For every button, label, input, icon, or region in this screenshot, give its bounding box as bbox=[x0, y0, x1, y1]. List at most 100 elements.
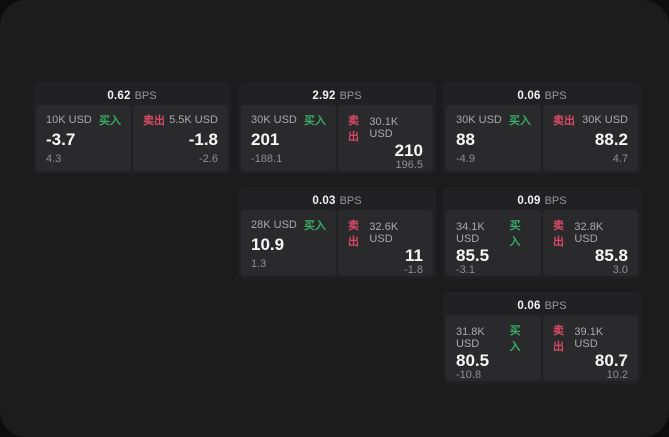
sell-side-label: 卖出 bbox=[143, 115, 165, 127]
buy-delta: -188.1 bbox=[251, 153, 283, 165]
card-header: 2.92 BPS bbox=[241, 85, 433, 105]
buy-panel-top: 34.1K USD 买入 bbox=[456, 217, 531, 249]
sell-delta: 3.0 bbox=[612, 264, 628, 276]
buy-delta: -10.8 bbox=[456, 369, 482, 381]
bps-unit-label: BPS bbox=[544, 194, 567, 207]
buy-side-label: 买入 bbox=[509, 325, 521, 353]
buy-price: -3.7 bbox=[46, 130, 76, 149]
buy-sell-panels: 34.1K USD 买入 85.5 -3.1 卖出 32.8K USD 85.8… bbox=[446, 210, 638, 276]
sell-panel[interactable]: 卖出 39.1K USD 80.7 10.2 bbox=[543, 315, 638, 381]
bps-value: 0.06 bbox=[517, 89, 541, 102]
buy-amount: 30K USD bbox=[456, 114, 502, 126]
quote-card: 0.03 BPS 28K USD 买入 10.9 1.3 卖出 32.6K US… bbox=[238, 187, 436, 279]
sell-side-label: 卖出 bbox=[348, 220, 359, 248]
buy-sell-panels: 10K USD 买入 -3.7 4.3 卖出 5.5K USD -1.8 -2.… bbox=[36, 105, 228, 171]
quote-card: 0.09 BPS 34.1K USD 买入 85.5 -3.1 卖出 32.8K… bbox=[443, 187, 641, 279]
sell-panel-top: 卖出 5.5K USD bbox=[143, 112, 218, 128]
bps-unit-label: BPS bbox=[339, 194, 362, 207]
bps-unit-label: BPS bbox=[134, 89, 157, 102]
buy-panel-top: 30K USD 买入 bbox=[456, 112, 531, 128]
sell-price: 11 bbox=[405, 246, 423, 265]
quote-card: 0.62 BPS 10K USD 买入 -3.7 4.3 卖出 5.5K USD… bbox=[33, 82, 231, 174]
sell-delta: 4.7 bbox=[612, 153, 628, 165]
buy-panel-top: 28K USD 买入 bbox=[251, 217, 326, 233]
buy-panel[interactable]: 30K USD 买入 201 -188.1 bbox=[241, 105, 336, 171]
sell-panel-top: 卖出 30K USD bbox=[553, 112, 628, 128]
sell-panel[interactable]: 卖出 5.5K USD -1.8 -2.6 bbox=[133, 105, 228, 171]
sell-amount: 30K USD bbox=[582, 114, 628, 126]
buy-panel[interactable]: 30K USD 买入 88 -4.9 bbox=[446, 105, 541, 171]
sell-price: 80.7 bbox=[594, 351, 628, 370]
buy-side-label: 买入 bbox=[304, 115, 326, 127]
buy-delta: -3.1 bbox=[456, 264, 475, 276]
buy-delta: -4.9 bbox=[456, 153, 475, 165]
buy-price: 88 bbox=[456, 130, 475, 149]
card-header: 0.62 BPS bbox=[36, 85, 228, 105]
sell-panel-top: 卖出 30.1K USD bbox=[348, 112, 423, 144]
card-header: 0.06 BPS bbox=[446, 85, 638, 105]
bps-value: 0.06 bbox=[517, 299, 541, 312]
buy-delta: 1.3 bbox=[251, 258, 267, 270]
buy-price: 10.9 bbox=[251, 235, 285, 254]
buy-amount: 30K USD bbox=[251, 114, 297, 126]
bps-unit-label: BPS bbox=[544, 299, 567, 312]
buy-sell-panels: 28K USD 买入 10.9 1.3 卖出 32.6K USD 11 -1.8 bbox=[241, 210, 433, 276]
sell-panel-top: 卖出 32.6K USD bbox=[348, 217, 423, 249]
buy-sell-panels: 30K USD 买入 88 -4.9 卖出 30K USD 88.2 4.7 bbox=[446, 105, 638, 171]
bps-value: 0.62 bbox=[107, 89, 131, 102]
buy-panel[interactable]: 31.8K USD 买入 80.5 -10.8 bbox=[446, 315, 541, 381]
buy-panel[interactable]: 10K USD 买入 -3.7 4.3 bbox=[36, 105, 131, 171]
sell-amount: 32.8K USD bbox=[574, 221, 604, 245]
sell-amount: 32.6K USD bbox=[369, 221, 399, 245]
buy-amount: 34.1K USD bbox=[456, 221, 485, 245]
sell-price: -1.8 bbox=[188, 130, 218, 149]
buy-side-label: 买入 bbox=[99, 115, 121, 127]
buy-panel-top: 30K USD 买入 bbox=[251, 112, 326, 128]
sell-panel[interactable]: 卖出 30.1K USD 210 196.5 bbox=[338, 105, 433, 171]
sell-delta: 10.2 bbox=[606, 369, 628, 381]
buy-sell-panels: 30K USD 买入 201 -188.1 卖出 30.1K USD 210 1… bbox=[241, 105, 433, 171]
sell-delta: -1.8 bbox=[404, 264, 423, 276]
buy-panel[interactable]: 34.1K USD 买入 85.5 -3.1 bbox=[446, 210, 541, 276]
sell-delta: -2.6 bbox=[199, 153, 218, 165]
quote-card: 0.06 BPS 31.8K USD 买入 80.5 -10.8 卖出 39.1… bbox=[443, 292, 641, 384]
buy-side-label: 买入 bbox=[304, 220, 326, 232]
card-header: 0.03 BPS bbox=[241, 190, 433, 210]
card-header: 0.06 BPS bbox=[446, 295, 638, 315]
quote-card: 2.92 BPS 30K USD 买入 201 -188.1 卖出 30.1K … bbox=[238, 82, 436, 174]
buy-price: 80.5 bbox=[456, 351, 490, 370]
sell-panel[interactable]: 卖出 32.6K USD 11 -1.8 bbox=[338, 210, 433, 276]
sell-delta: 196.5 bbox=[395, 159, 423, 171]
buy-price: 85.5 bbox=[456, 246, 490, 265]
sell-amount: 39.1K USD bbox=[574, 326, 604, 350]
sell-amount: 5.5K USD bbox=[169, 114, 218, 126]
sell-panel[interactable]: 卖出 32.8K USD 85.8 3.0 bbox=[543, 210, 638, 276]
bps-value: 2.92 bbox=[312, 89, 336, 102]
bps-unit-label: BPS bbox=[544, 89, 567, 102]
bps-value: 0.03 bbox=[312, 194, 336, 207]
sell-side-label: 卖出 bbox=[553, 220, 564, 248]
buy-price: 201 bbox=[251, 130, 280, 149]
card-header: 0.09 BPS bbox=[446, 190, 638, 210]
sell-side-label: 卖出 bbox=[553, 115, 575, 127]
buy-panel-top: 10K USD 买入 bbox=[46, 112, 121, 128]
buy-sell-panels: 31.8K USD 买入 80.5 -10.8 卖出 39.1K USD 80.… bbox=[446, 315, 638, 381]
bps-value: 0.09 bbox=[517, 194, 541, 207]
sell-price: 85.8 bbox=[594, 246, 628, 265]
sell-price: 88.2 bbox=[594, 130, 628, 149]
sell-side-label: 卖出 bbox=[553, 325, 564, 353]
sell-panel[interactable]: 卖出 30K USD 88.2 4.7 bbox=[543, 105, 638, 171]
buy-amount: 31.8K USD bbox=[456, 326, 485, 350]
buy-side-label: 买入 bbox=[509, 220, 521, 248]
buy-panel[interactable]: 28K USD 买入 10.9 1.3 bbox=[241, 210, 336, 276]
buy-side-label: 买入 bbox=[509, 115, 531, 127]
quote-grid: 0.62 BPS 10K USD 买入 -3.7 4.3 卖出 5.5K USD… bbox=[33, 82, 641, 384]
sell-price: 210 bbox=[394, 141, 423, 160]
buy-panel-top: 31.8K USD 买入 bbox=[456, 322, 531, 354]
buy-amount: 10K USD bbox=[46, 114, 92, 126]
sell-panel-top: 卖出 39.1K USD bbox=[553, 322, 628, 354]
quote-card: 0.06 BPS 30K USD 买入 88 -4.9 卖出 30K USD 8… bbox=[443, 82, 641, 174]
buy-delta: 4.3 bbox=[46, 153, 62, 165]
sell-panel-top: 卖出 32.8K USD bbox=[553, 217, 628, 249]
